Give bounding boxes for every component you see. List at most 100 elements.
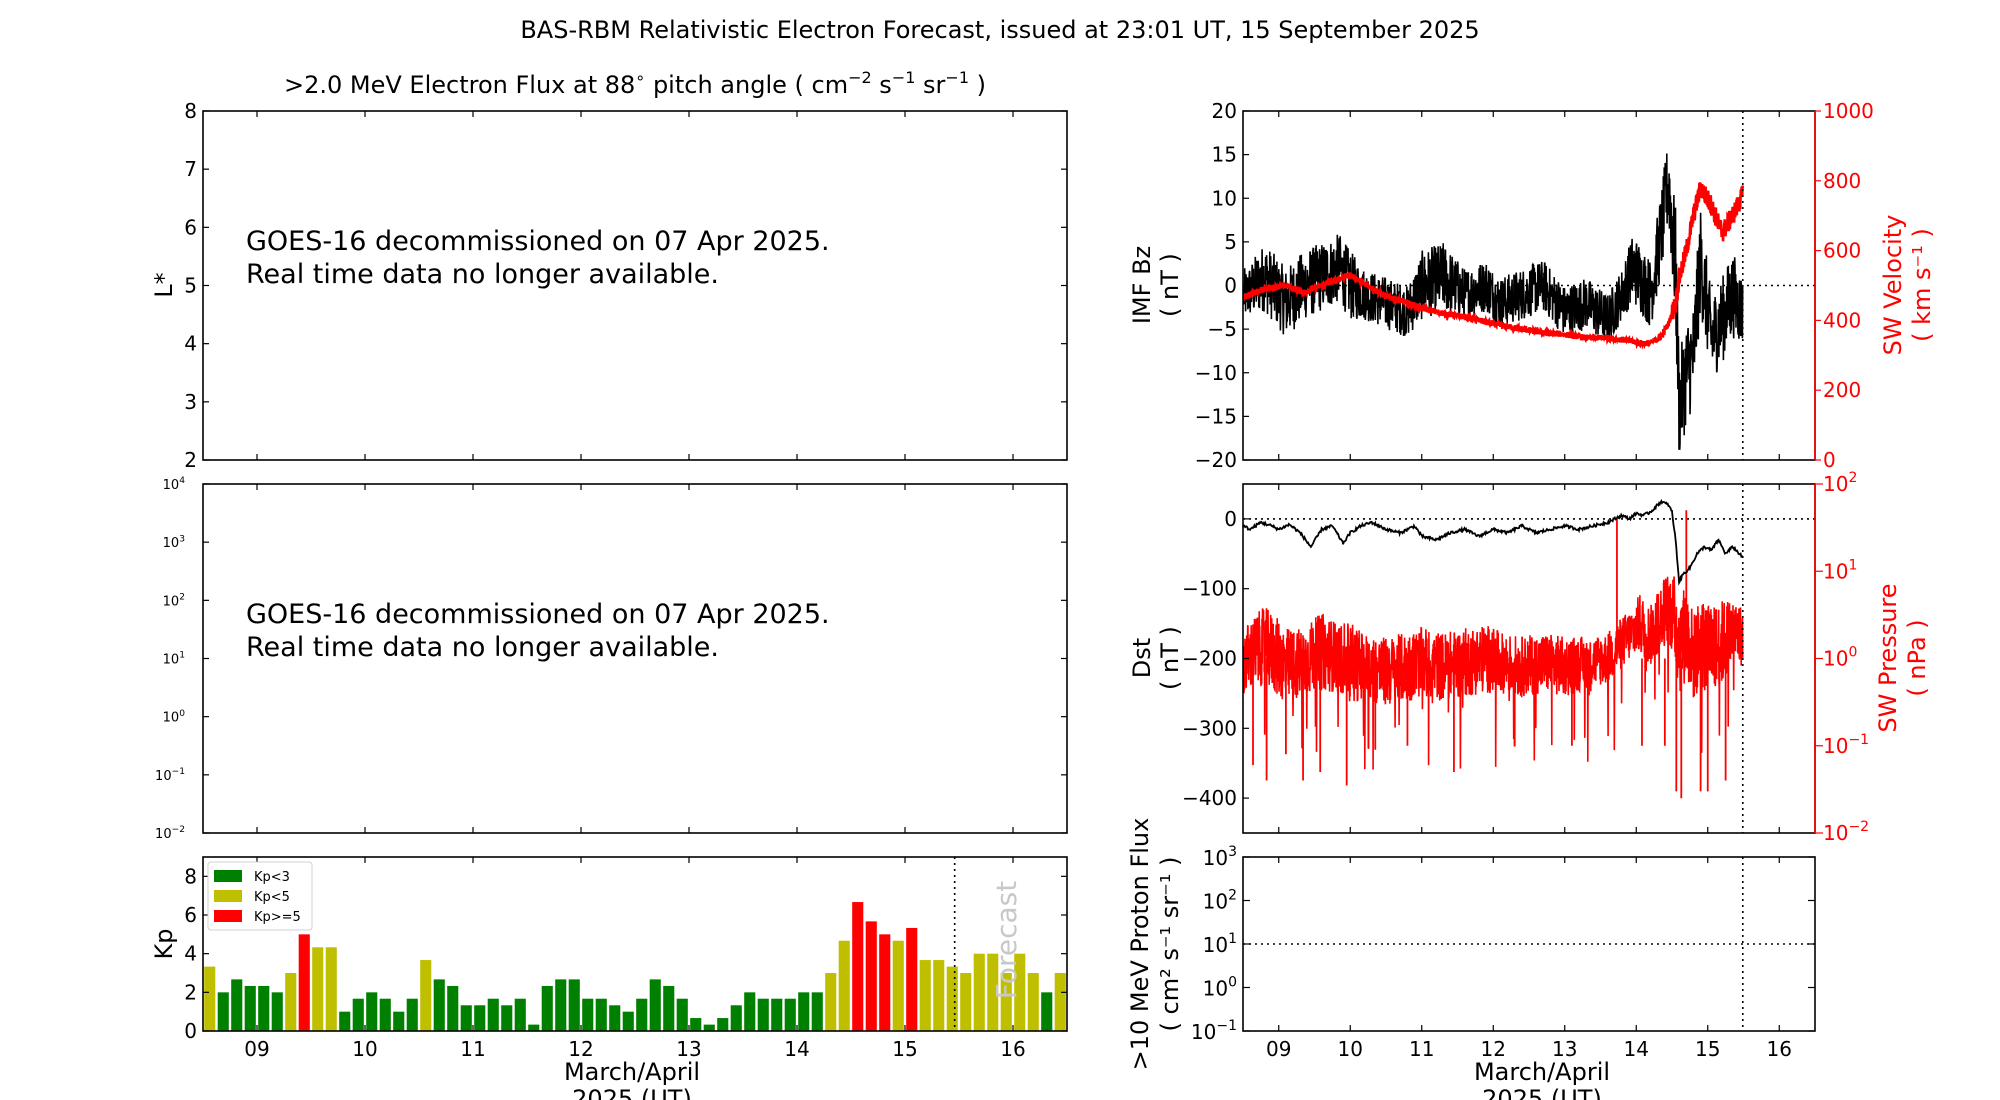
imf-ylabel-1: IMF Bz (1128, 246, 1156, 324)
y-tick-label: 0 (184, 1019, 197, 1043)
y-tick-label: 103 (1203, 844, 1237, 870)
x-tick-label: 13 (1552, 1037, 1577, 1061)
y-tick-label: 5 (1224, 230, 1237, 254)
kp-bar (730, 1005, 742, 1031)
x-tick-label: 14 (784, 1037, 809, 1061)
y-tick-label: 4 (184, 332, 197, 356)
dst-ylabel-2: ( nT ) (1156, 626, 1184, 690)
kp-bar (973, 953, 985, 1031)
kp-bar (325, 947, 337, 1031)
kp-bar (744, 992, 756, 1031)
y-tick-label: 2 (184, 980, 197, 1004)
kp-frame (202, 856, 1068, 1032)
kp-bar (825, 973, 837, 1031)
imf-ylabel2-1: SW Velocity (1879, 215, 1907, 356)
kp-bar (541, 985, 553, 1031)
y-tick-label: 10−1 (155, 767, 185, 784)
x-tick-label: 15 (1695, 1037, 1720, 1061)
x-tick-label: 12 (1481, 1037, 1506, 1061)
kp-bar (285, 973, 297, 1031)
y-tick-label: 20 (1212, 99, 1237, 123)
kp-bar (433, 979, 445, 1031)
kp-bar (906, 927, 918, 1031)
kp-bar (258, 985, 270, 1031)
kp-legend-label: Kp<3 (254, 870, 290, 885)
imf-ylabel2-2: ( km s⁻¹ ) (1908, 228, 1936, 342)
x-tick-label: 10 (1338, 1037, 1363, 1061)
x-tick-label: 11 (460, 1037, 485, 1061)
x-tick-label: 11 (1409, 1037, 1434, 1061)
y2-tick-label: 101 (1823, 557, 1857, 583)
proton-xlabel-1: March/April (1474, 1058, 1610, 1086)
kp-bar (244, 985, 256, 1031)
kp-bar (1027, 973, 1039, 1031)
kp-bar (811, 992, 823, 1031)
proton-panel: 10−1 100 101 102 103 09 10 11 12 13 14 15 16 >10 MeV … (1126, 818, 1816, 1100)
kp-legend-label: Kp>=5 (254, 910, 301, 925)
kp-bar (231, 979, 243, 1031)
kp-bar (609, 1005, 621, 1031)
y-tick-label: 15 (1212, 143, 1237, 167)
flux-log-panel: 10−2 10−1 100 101 102 103 104 GOES-16 decommiss… (155, 476, 1068, 842)
kp-bar (514, 998, 526, 1031)
y-tick-label: −300 (1182, 716, 1237, 740)
kp-bar (487, 998, 499, 1031)
y2-tick-label: 100 (1823, 645, 1857, 671)
kp-bar (1054, 973, 1066, 1031)
kp-forecast-label: Forecast (990, 881, 1023, 1000)
y-tick-label: 102 (1203, 888, 1237, 914)
x-tick-label: 09 (1266, 1037, 1291, 1061)
kp-bar (474, 1005, 486, 1031)
y2-tick-label: 1000 (1823, 99, 1874, 123)
kp-legend-swatch (214, 910, 242, 922)
kp-bar (595, 998, 607, 1031)
y-tick-label: 101 (1203, 931, 1237, 957)
imf-bz-line (1242, 153, 1744, 450)
kp-bar (420, 960, 432, 1031)
kp-bar (636, 998, 648, 1031)
kp-bar (582, 998, 594, 1031)
kp-bar (217, 992, 229, 1031)
kp-legend-swatch (214, 890, 242, 902)
panels: >2.0 MeV Electron Flux at 88∘ pitch angl… (150, 68, 1936, 1100)
y-tick-label: 0 (1224, 507, 1237, 531)
kp-bar (622, 1011, 634, 1031)
y-tick-label: −400 (1182, 786, 1237, 810)
y-tick-label: 5 (184, 274, 197, 298)
kp-bar (298, 934, 310, 1031)
kp-bar (555, 979, 567, 1031)
y2-tick-label: 800 (1823, 169, 1861, 193)
y-tick-label: 6 (184, 215, 197, 239)
kp-bar (312, 947, 324, 1031)
kp-bar (663, 985, 675, 1031)
imf-ylabel-2: ( nT ) (1156, 253, 1184, 317)
kp-bar (568, 979, 580, 1031)
kp-bar (649, 979, 661, 1031)
flux-log-message-2: Real time data no longer available. (246, 632, 719, 663)
kp-ylabel: Kp (150, 929, 178, 960)
kp-bar (1000, 973, 1012, 1031)
y-tick-label: −20 (1195, 448, 1237, 472)
y2-tick-label: 0 (1823, 448, 1836, 472)
kp-bar (1014, 953, 1026, 1031)
kp-bar (393, 1011, 405, 1031)
x-tick-label: 16 (1000, 1037, 1025, 1061)
x-tick-label: 14 (1624, 1037, 1649, 1061)
y-tick-label: 7 (184, 157, 197, 181)
y-tick-label: 4 (184, 942, 197, 966)
y-tick-label: 102 (163, 592, 185, 609)
kp-bar (933, 960, 945, 1031)
x-tick-label: 10 (352, 1037, 377, 1061)
kp-bar (1041, 992, 1053, 1031)
y-tick-label: 104 (163, 476, 186, 493)
y-tick-label: 101 (163, 651, 185, 668)
kp-bar (798, 992, 810, 1031)
kp-bar (865, 921, 877, 1031)
kp-bar (784, 998, 796, 1031)
kp-bar (703, 1024, 715, 1031)
kp-bar (366, 992, 378, 1031)
flux-lstar-message-2: Real time data no longer available. (246, 259, 719, 290)
kp-xlabel-2: 2025 (UT) (572, 1085, 692, 1100)
